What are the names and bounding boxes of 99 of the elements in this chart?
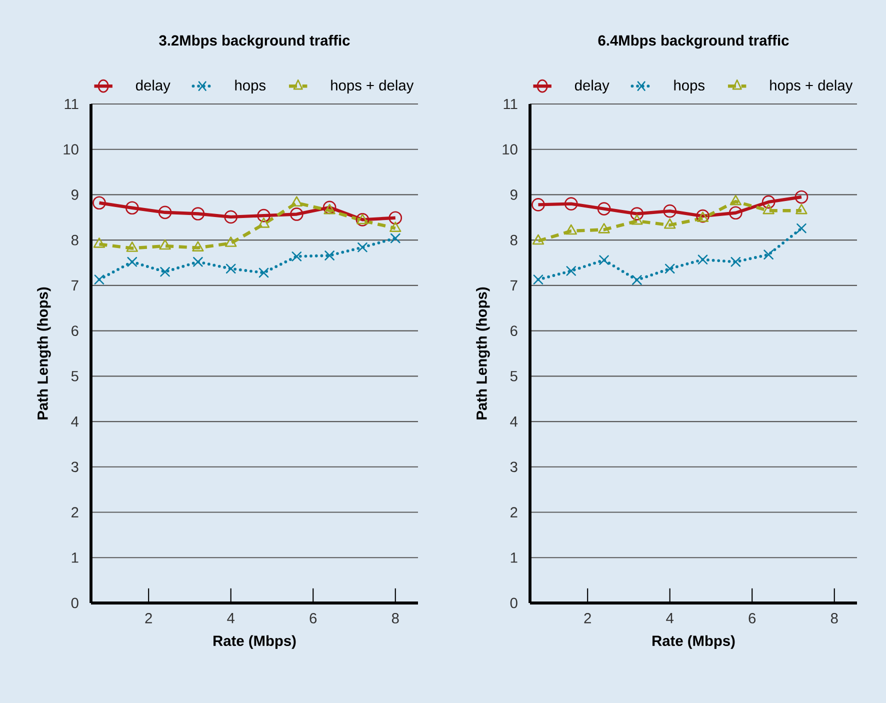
point xyxy=(566,266,576,276)
y-tick-label: 1 xyxy=(72,552,78,563)
x-tick-label: 2 xyxy=(584,613,591,624)
point xyxy=(728,206,742,220)
point xyxy=(762,195,776,209)
point xyxy=(358,242,368,252)
point xyxy=(290,208,304,221)
y-tick-label: 8 xyxy=(71,234,78,246)
y-tick-label: 6 xyxy=(72,326,78,336)
point xyxy=(160,266,170,277)
y-tick-label: 10 xyxy=(64,144,78,155)
x-axis-title: Rate (Mbps) xyxy=(214,635,296,649)
point xyxy=(730,256,741,267)
point xyxy=(630,207,644,220)
point xyxy=(663,204,677,218)
legend-label: hops + delay xyxy=(770,80,853,94)
y-tick-label: 0 xyxy=(510,598,518,608)
x-tick-label: 6 xyxy=(310,613,317,624)
x-tick-label: 4 xyxy=(666,613,674,624)
y-tick-label: 0 xyxy=(71,598,78,608)
point xyxy=(698,254,708,264)
point xyxy=(631,214,643,225)
point xyxy=(292,252,302,262)
point xyxy=(664,218,676,229)
legend-label: hops + delay xyxy=(331,80,414,94)
point xyxy=(93,237,106,248)
point xyxy=(192,241,204,252)
y-tick-label: 8 xyxy=(510,234,518,246)
point xyxy=(532,234,544,245)
point xyxy=(632,275,642,285)
point xyxy=(730,194,742,206)
point xyxy=(696,212,709,222)
y-tick-label: 9 xyxy=(71,190,78,200)
point xyxy=(158,206,172,220)
point xyxy=(224,236,237,247)
point xyxy=(762,204,774,214)
chart-title: 6.4Mbps background traffic xyxy=(598,34,789,49)
y-axis-title: Path Length (hops) xyxy=(476,287,490,420)
x-tick-label: 2 xyxy=(145,613,152,624)
y-tick-label: 4 xyxy=(71,416,79,427)
point xyxy=(388,211,402,225)
point xyxy=(796,223,806,234)
point xyxy=(390,233,400,244)
x-tick-label: 4 xyxy=(227,613,234,624)
y-tick-label: 2 xyxy=(510,507,518,518)
point xyxy=(664,264,675,274)
point xyxy=(597,202,611,216)
point xyxy=(191,207,205,220)
y-tick-label: 2 xyxy=(72,507,78,518)
point xyxy=(257,208,270,222)
legend-label: delay xyxy=(574,80,610,94)
y-tick-label: 3 xyxy=(71,462,78,472)
point xyxy=(324,250,334,260)
point xyxy=(794,190,808,204)
point xyxy=(94,274,104,284)
x-tick-label: 6 xyxy=(748,613,756,624)
y-tick-label: 4 xyxy=(510,416,518,427)
point xyxy=(226,264,236,274)
y-tick-label: 7 xyxy=(72,280,78,290)
x-tick-label: 8 xyxy=(830,613,838,624)
point xyxy=(258,218,270,228)
point xyxy=(290,196,303,207)
y-tick-label: 7 xyxy=(510,280,518,290)
x-tick-label: 8 xyxy=(392,613,399,624)
point xyxy=(564,197,578,210)
y-tick-label: 1 xyxy=(510,552,518,563)
point xyxy=(599,255,609,265)
point xyxy=(764,250,774,260)
point xyxy=(92,196,106,210)
point xyxy=(696,209,710,223)
legend-label: hops xyxy=(235,80,266,94)
legend-label: hops xyxy=(674,80,704,94)
y-tick-label: 11 xyxy=(504,98,518,110)
point xyxy=(193,256,203,267)
point xyxy=(127,256,138,267)
y-tick-label: 3 xyxy=(510,462,518,472)
point xyxy=(125,201,139,215)
y-tick-label: 9 xyxy=(510,190,518,200)
x-axis-title: Rate (Mbps) xyxy=(652,635,735,649)
point xyxy=(565,224,577,235)
y-axis-title: Path Length (hops) xyxy=(37,287,51,420)
legend-label: delay xyxy=(136,80,170,94)
chart-title: 3.2Mbps background traffic xyxy=(159,34,350,49)
point xyxy=(126,242,138,252)
point xyxy=(324,204,336,214)
y-tick-label: 6 xyxy=(510,326,518,336)
point xyxy=(533,274,544,284)
point xyxy=(224,210,238,224)
point xyxy=(258,268,269,278)
point xyxy=(322,200,336,214)
y-tick-label: 5 xyxy=(510,371,518,382)
point xyxy=(796,204,808,214)
y-tick-label: 10 xyxy=(502,144,518,155)
point xyxy=(532,198,545,212)
y-tick-label: 11 xyxy=(64,98,78,110)
point xyxy=(159,239,171,250)
y-tick-label: 5 xyxy=(71,371,78,382)
point xyxy=(390,222,402,232)
point xyxy=(598,222,610,234)
